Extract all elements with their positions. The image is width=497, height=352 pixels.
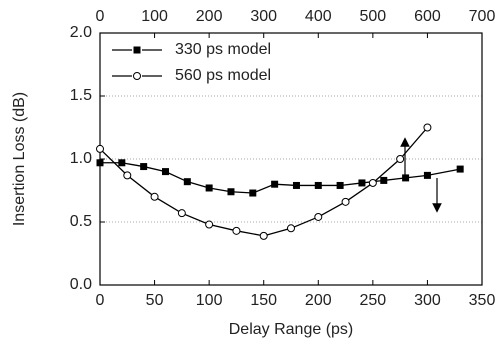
- x-tick-label: 350: [469, 292, 496, 309]
- point: [368, 178, 377, 187]
- point: [96, 144, 104, 153]
- y-tick-label: 1.5: [70, 87, 92, 104]
- x-tick-label: 200: [305, 292, 332, 309]
- point: [183, 178, 191, 186]
- x-tick-label: 100: [196, 292, 223, 309]
- x-tick-label: 300: [414, 292, 441, 309]
- point: [314, 212, 323, 221]
- point: [358, 179, 366, 187]
- point: [341, 197, 350, 206]
- point: [380, 176, 388, 184]
- point: [205, 184, 213, 192]
- x2-tick-label: 0: [96, 8, 105, 25]
- y-tick-label: 0.5: [70, 213, 92, 230]
- point: [456, 165, 464, 173]
- point: [123, 171, 132, 180]
- x2-tick-label: 400: [305, 8, 332, 25]
- point: [396, 155, 405, 163]
- x-tick-label: 50: [146, 292, 164, 309]
- point: [314, 181, 322, 189]
- legend-marker: [133, 46, 141, 54]
- point: [205, 220, 214, 229]
- point: [423, 171, 431, 179]
- x2-tick-label: 300: [250, 8, 277, 25]
- point: [423, 123, 432, 132]
- y-tick-label: 2.0: [70, 24, 92, 41]
- y-axis-title: Insertion Loss (dB): [11, 92, 28, 226]
- x2-tick-label: 500: [360, 8, 387, 25]
- x-tick-label: 0: [96, 292, 105, 309]
- legend-label: 560 ps model: [175, 67, 271, 84]
- y-tick-label: 1.0: [70, 150, 92, 167]
- point: [292, 181, 300, 189]
- point: [271, 180, 279, 188]
- point: [150, 192, 159, 201]
- legend-label: 330 ps model: [175, 41, 271, 58]
- x-tick-label: 150: [250, 292, 277, 309]
- point: [96, 159, 104, 167]
- x-tick-label: 250: [360, 292, 387, 309]
- point: [402, 174, 410, 182]
- point: [336, 181, 344, 189]
- legend-marker: [133, 72, 141, 80]
- x2-tick-label: 200: [196, 8, 223, 25]
- point: [118, 159, 126, 167]
- y-tick-label: 0.0: [70, 276, 92, 293]
- x-axis-title: Delay Range (ps): [229, 321, 354, 338]
- point: [227, 188, 235, 196]
- x2-tick-label: 600: [414, 8, 441, 25]
- plot-frame: [99, 32, 483, 286]
- x2-tick-label: 700: [469, 8, 496, 25]
- point: [161, 168, 169, 176]
- point: [259, 231, 268, 240]
- x2-tick-label: 100: [141, 8, 168, 25]
- point: [177, 209, 186, 218]
- point: [287, 224, 295, 233]
- point: [140, 163, 148, 171]
- point: [249, 189, 257, 197]
- point: [232, 226, 241, 235]
